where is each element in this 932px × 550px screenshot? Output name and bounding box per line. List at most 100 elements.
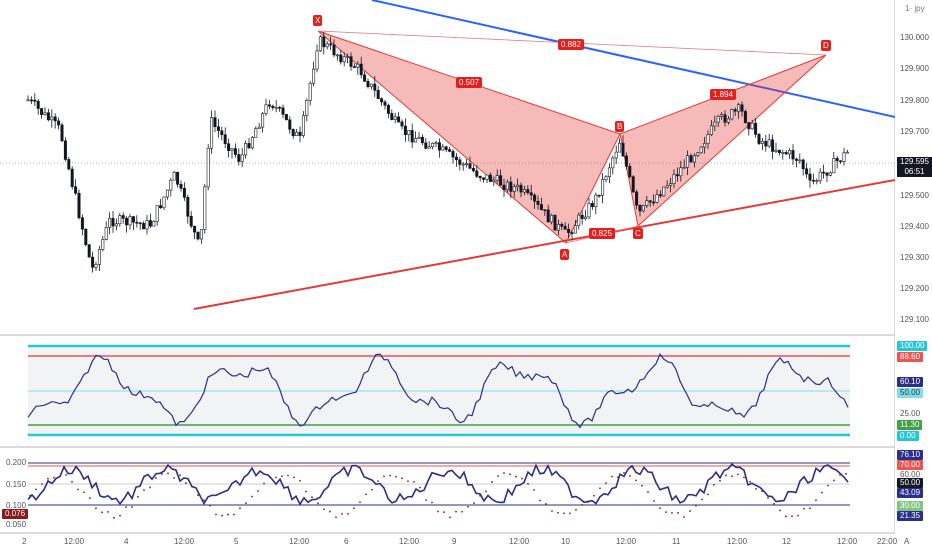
osc-dot	[173, 477, 175, 479]
osc-dot	[137, 495, 139, 498]
candle-body	[176, 171, 180, 185]
osc-tick-2: 0.100	[6, 501, 27, 510]
osc-dot	[629, 475, 631, 477]
time-tick-16: 22:00	[877, 537, 898, 546]
rsi-badge-mid: 50.00	[897, 388, 924, 398]
rsi-badge-value: 60.10	[897, 377, 924, 387]
candle-body	[148, 220, 152, 227]
candle-body	[509, 181, 513, 192]
osc-dot	[227, 513, 229, 516]
osc-dot	[773, 502, 775, 505]
candle-body	[339, 54, 343, 63]
osc-dot	[659, 507, 661, 510]
candle-body	[672, 174, 676, 184]
candle-body	[825, 172, 829, 176]
candle-body	[33, 99, 37, 102]
osc-dot	[131, 506, 133, 508]
candle-body	[468, 163, 472, 169]
point-a[interactable]: A	[560, 249, 570, 260]
time-tick-5: 12:00	[289, 537, 310, 546]
candle-body	[434, 142, 438, 144]
candle-body	[70, 168, 74, 187]
candle-body	[767, 139, 771, 147]
candle-body	[495, 175, 499, 181]
candle-body	[822, 171, 826, 174]
osc-badge-a: 76.10	[897, 450, 924, 460]
candle-body	[652, 201, 656, 204]
candle-body	[499, 175, 503, 186]
candle-body	[305, 100, 309, 116]
candle-body	[444, 146, 448, 150]
osc-tick-1: 0.150	[6, 480, 27, 489]
osc-dot	[641, 484, 643, 487]
candle-body	[658, 194, 662, 197]
candle-body	[80, 217, 84, 230]
osc-dot	[473, 502, 475, 505]
candle-body	[733, 109, 737, 112]
ratio-ac: 0.825	[589, 228, 616, 239]
candle-body	[811, 179, 815, 182]
candle-body	[196, 231, 200, 240]
candle-body	[288, 119, 292, 130]
candle-body	[485, 174, 489, 180]
candle-body	[845, 151, 849, 154]
osc-dot	[791, 515, 793, 518]
osc-dot	[407, 480, 409, 483]
candle-body	[114, 223, 118, 227]
osc-tick-3: 0.050	[6, 520, 27, 529]
osc-value-badge: 0.076	[2, 509, 29, 519]
candle-body	[604, 176, 608, 180]
point-x[interactable]: X	[313, 15, 323, 26]
candle-body	[169, 179, 173, 191]
candle-body	[142, 223, 146, 230]
candle-body	[414, 138, 418, 143]
candle-body	[390, 113, 394, 120]
candle-body	[410, 130, 414, 143]
osc-dot	[491, 481, 493, 483]
candle-body	[267, 104, 271, 107]
candle-body	[526, 189, 530, 194]
candle-body	[111, 218, 115, 227]
candle-body	[696, 152, 700, 156]
candle-body	[686, 155, 690, 168]
osc-dot	[113, 516, 115, 519]
candle-body	[74, 186, 78, 194]
osc-dot	[35, 488, 37, 491]
osc-dot	[101, 511, 103, 514]
candle-body	[505, 181, 509, 190]
rsi-badge-zero: 0.00	[897, 431, 919, 441]
osc-dot	[647, 490, 649, 493]
candle-body	[550, 214, 554, 223]
rsi-tick-quarter: 25.00	[900, 409, 921, 418]
candle-body	[152, 221, 156, 227]
osc-dot	[551, 510, 553, 512]
candle-body	[301, 115, 305, 136]
candle-body	[631, 176, 635, 193]
price-tick-7: 129.300	[900, 253, 929, 262]
candle-body	[757, 134, 761, 144]
time-tick-14: 12	[782, 537, 791, 546]
candle-body	[342, 56, 346, 63]
candle-body	[556, 223, 560, 231]
candle-body	[618, 142, 622, 153]
candle-body	[424, 142, 428, 149]
osc-dot	[239, 507, 241, 510]
point-d[interactable]: D	[821, 40, 831, 51]
point-b[interactable]: B	[615, 121, 625, 132]
candle-body	[189, 215, 193, 227]
candle-body	[570, 232, 574, 234]
candle-body	[271, 105, 275, 108]
osc-dot	[455, 510, 457, 513]
osc-badge-b: 70.00	[897, 460, 924, 470]
osc-dot	[293, 476, 295, 479]
point-c[interactable]: C	[633, 228, 643, 239]
candle-body	[329, 43, 333, 46]
candle-body	[584, 216, 588, 219]
osc-dot	[209, 504, 211, 507]
candle-body	[104, 227, 108, 240]
candle-body	[747, 122, 751, 130]
candle-body	[740, 104, 744, 112]
osc-dot	[545, 502, 547, 505]
